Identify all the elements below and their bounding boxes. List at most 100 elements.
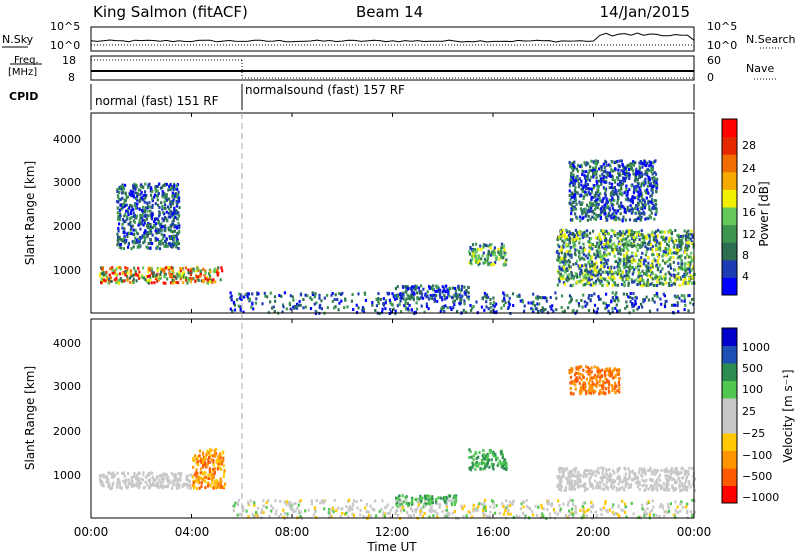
data-cell	[299, 300, 301, 303]
data-cell	[154, 186, 156, 189]
data-cell	[645, 487, 647, 490]
data-cell	[628, 168, 630, 171]
data-cell	[215, 479, 217, 482]
data-cell	[219, 452, 221, 455]
data-cell	[292, 295, 294, 298]
data-cell	[617, 237, 619, 240]
data-cell	[623, 489, 625, 492]
data-cell	[140, 185, 142, 188]
data-cell	[407, 287, 409, 290]
data-cell	[366, 503, 368, 506]
data-cell	[629, 209, 631, 212]
data-cell	[677, 470, 679, 473]
data-cell	[485, 300, 487, 303]
data-cell	[681, 482, 683, 485]
noise-right-tick-top: 10^5	[707, 20, 737, 33]
data-cell	[658, 242, 660, 245]
data-cell	[656, 253, 658, 256]
data-cell	[579, 280, 581, 283]
data-cell	[118, 237, 120, 240]
data-cell	[633, 244, 635, 247]
data-cell	[140, 237, 142, 240]
data-cell	[628, 276, 630, 279]
data-cell	[144, 196, 146, 199]
data-cell	[119, 187, 121, 190]
data-cell	[134, 214, 136, 217]
data-cell	[135, 207, 137, 210]
data-cell	[500, 256, 502, 259]
data-cell	[333, 306, 335, 309]
data-cell	[618, 488, 620, 491]
data-cell	[139, 219, 141, 222]
data-cell	[690, 252, 692, 255]
data-cell	[606, 486, 608, 489]
data-cell	[382, 308, 384, 311]
data-cell	[268, 515, 270, 518]
data-cell	[566, 269, 568, 272]
data-cell	[123, 187, 125, 190]
data-cell	[153, 224, 155, 227]
data-cell	[139, 193, 141, 196]
data-cell	[156, 476, 158, 479]
data-cell	[503, 458, 505, 461]
data-cell	[419, 297, 421, 300]
data-cell	[592, 485, 594, 488]
data-cell	[621, 486, 623, 489]
data-cell	[164, 240, 166, 243]
data-cell	[579, 216, 581, 219]
data-cell	[656, 184, 658, 187]
data-cell	[135, 229, 137, 232]
data-cell	[476, 461, 478, 464]
data-cell	[211, 473, 213, 476]
data-cell	[463, 515, 465, 518]
data-cell	[432, 284, 434, 287]
data-cell	[584, 263, 586, 266]
data-cell	[569, 185, 571, 188]
data-cell	[153, 281, 155, 284]
data-cell	[196, 487, 198, 490]
data-cell	[220, 278, 222, 281]
data-cell	[368, 511, 370, 514]
data-cell	[164, 227, 166, 230]
data-cell	[190, 269, 192, 272]
data-cell	[238, 499, 240, 502]
data-cell	[596, 382, 598, 385]
data-cell	[124, 475, 126, 478]
data-cell	[185, 483, 187, 486]
data-cell	[629, 476, 631, 479]
data-cell	[657, 469, 659, 472]
data-cell	[603, 277, 605, 280]
data-cell	[318, 294, 320, 297]
data-cell	[672, 240, 674, 243]
data-cell	[585, 193, 587, 196]
data-cell	[642, 203, 644, 206]
data-cell	[647, 469, 649, 472]
data-cell	[608, 245, 610, 248]
data-cell	[137, 232, 139, 235]
data-cell	[196, 477, 198, 480]
data-cell	[602, 470, 604, 473]
data-cell	[574, 483, 576, 486]
data-cell	[566, 477, 568, 480]
data-cell	[606, 284, 608, 287]
data-cell	[560, 487, 562, 490]
data-cell	[138, 277, 140, 280]
data-cell	[641, 173, 643, 176]
data-cell	[633, 280, 635, 283]
data-cell	[579, 258, 581, 261]
data-cell	[634, 179, 636, 182]
data-cell	[618, 204, 620, 207]
data-cell	[127, 271, 129, 274]
data-cell	[610, 375, 612, 378]
data-cell	[608, 387, 610, 390]
data-cell	[675, 248, 677, 251]
data-cell	[644, 206, 646, 209]
data-cell	[592, 230, 594, 233]
data-cell	[624, 307, 626, 310]
data-cell	[685, 479, 687, 482]
data-cell	[162, 242, 164, 245]
data-cell	[176, 479, 178, 482]
data-cell	[418, 287, 420, 290]
data-cell	[639, 189, 641, 192]
data-cell	[572, 241, 574, 244]
